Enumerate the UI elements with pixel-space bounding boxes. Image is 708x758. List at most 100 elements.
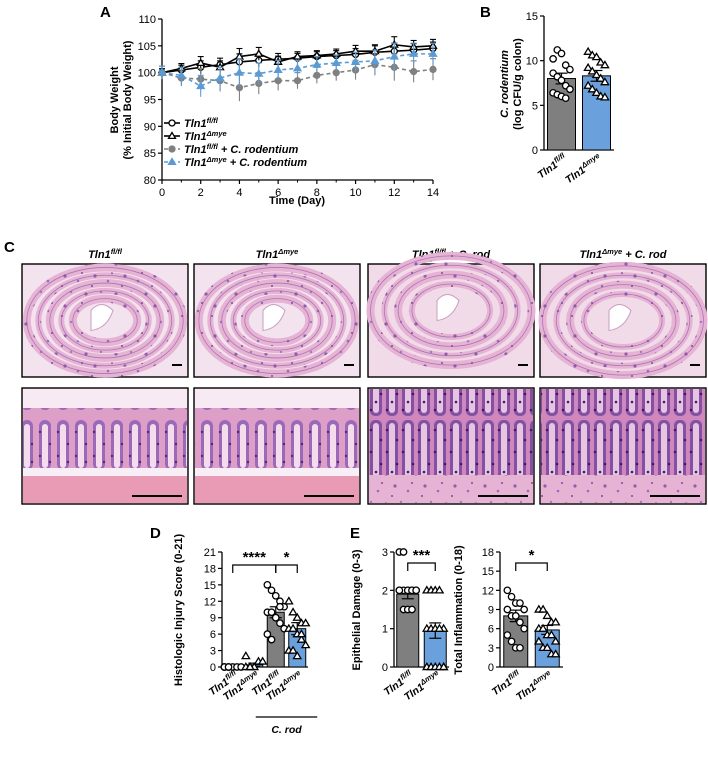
bar-y-tick-label: 0 [488, 662, 494, 674]
bar-point [292, 612, 303, 621]
a-point [176, 70, 186, 79]
micrograph-low-mag [366, 251, 536, 378]
panel-letter-e: E [350, 525, 360, 542]
bar-point [271, 591, 280, 600]
bar-point [276, 602, 284, 611]
bar-y-tick-label: 1 [382, 624, 388, 636]
a-point [389, 51, 399, 60]
bar-point [241, 651, 251, 660]
bar-point [395, 586, 404, 595]
legend-item-3: Tln1Δmye + C. rodentium [184, 155, 307, 170]
a-x-tick-label: 6 [275, 187, 281, 199]
bar-point [538, 604, 548, 613]
a-x-tick-label: 8 [314, 187, 320, 199]
e1-y-title: Epithelial Damage (0-3) [351, 549, 363, 670]
bar-point [583, 62, 593, 72]
micrograph-low-mag [21, 263, 189, 378]
a-point [409, 49, 419, 57]
crypt-layer [369, 389, 533, 475]
bar-y-tick-label: 2 [382, 585, 388, 597]
bar-y-tick-label: 10 [526, 56, 538, 68]
micrograph-high-mag [193, 387, 361, 505]
bar-point [542, 642, 553, 652]
bar-y-tick-label: 3 [488, 643, 494, 655]
bar-y-tick-label: 0 [210, 662, 216, 674]
d-y-title: Histologic Injury Score (0-21) [173, 534, 185, 687]
bar-point [520, 624, 529, 633]
bar-y-tick-label: 3 [210, 646, 216, 658]
lumen [262, 304, 286, 332]
colon-ring-edge [60, 290, 150, 351]
significance-label: *** [413, 547, 431, 564]
bar-point [534, 636, 544, 645]
colon-ring-edge [383, 264, 519, 357]
a-x-tick-label: 10 [349, 187, 361, 199]
a-x-tick-label: 14 [427, 187, 439, 199]
bar-point [587, 84, 598, 93]
lumen [436, 294, 460, 322]
bar-point [549, 55, 557, 63]
bar-point [245, 662, 255, 671]
bar-point [591, 69, 602, 79]
bar-point [263, 630, 272, 638]
bar-point [600, 60, 610, 69]
bar-y-tick-label: 6 [488, 624, 494, 636]
colon-ring-edge [555, 274, 691, 367]
chart-b [540, 15, 614, 151]
chart-d [218, 551, 311, 671]
bar-point [267, 586, 276, 595]
bar-point [503, 586, 512, 595]
bar-y-tick-label: 12 [482, 585, 494, 597]
bar-point [591, 87, 602, 97]
bar-point [292, 651, 303, 660]
bar-point [550, 636, 561, 645]
submucosa [195, 468, 359, 476]
micro-col-title: Tln1Δmye [256, 247, 299, 262]
a-point [196, 58, 206, 67]
a-point [273, 65, 283, 74]
bar-point [520, 605, 529, 614]
b-y-title: C. rodentium(log CFU/g colon) [499, 38, 524, 130]
a-x-tick-label: 12 [388, 187, 400, 199]
micrograph-high-mag [21, 387, 189, 505]
micrograph-high-mag [539, 387, 707, 505]
bar-y-tick-label: 21 [204, 547, 216, 559]
bar-y-tick-label: 15 [526, 11, 538, 23]
bar-point [511, 612, 520, 620]
colon-ring-edge [370, 255, 532, 366]
bar-point [516, 618, 524, 627]
bar-point [503, 631, 512, 639]
bar-point [271, 613, 280, 622]
colon-ring-edge [49, 282, 161, 359]
bar-point [595, 73, 606, 82]
lumen-space [23, 389, 187, 411]
muscularis [23, 476, 187, 503]
bar-y-tick-label: 15 [204, 580, 216, 592]
micrograph-high-mag [367, 387, 535, 505]
bar-y-tick-label: 6 [210, 629, 216, 641]
colon-ring-edge [221, 282, 333, 359]
a-point [313, 71, 321, 79]
micrograph-low-mag [538, 261, 708, 380]
bar-point [557, 76, 566, 85]
a-y-tick-label: 105 [138, 41, 156, 53]
a-y-tick-label: 90 [144, 121, 156, 133]
a-y-title: Body Weight(% Initial Body Weight) [109, 40, 134, 159]
a-y-tick-label: 100 [138, 68, 156, 80]
legend-item-1: Tln1Δmye [184, 129, 227, 144]
bar-point [300, 618, 311, 627]
significance-label: * [284, 549, 290, 566]
bar-point [566, 85, 574, 94]
significance-bracket [232, 564, 277, 573]
chart-e1 [390, 548, 449, 671]
bar-y-tick-label: 12 [204, 596, 216, 608]
colon-ring-edge [37, 274, 173, 367]
a-x-title: Time (Day) [269, 195, 325, 207]
a-point [215, 73, 225, 82]
d-group-label: C. rod [271, 724, 302, 736]
significance-bracket [407, 562, 436, 571]
legend-marker [167, 131, 177, 140]
submucosa [23, 468, 187, 476]
a-y-tick-label: 80 [144, 175, 156, 187]
bar-point [546, 630, 557, 639]
